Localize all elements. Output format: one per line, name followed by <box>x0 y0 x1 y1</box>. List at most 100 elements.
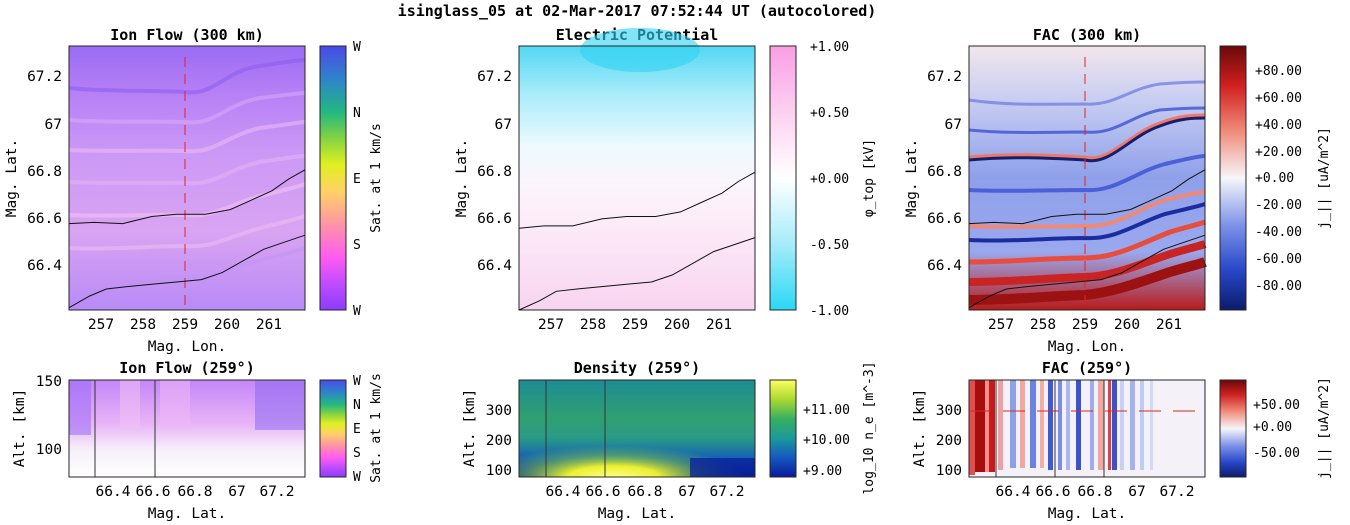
colorbar-tick: S <box>353 238 361 253</box>
plot-area <box>68 45 306 311</box>
y-tick-label: 150 <box>36 374 62 390</box>
x-tick-label: 66.6 <box>586 484 621 500</box>
y-tick-label: 67.2 <box>27 69 62 85</box>
x-tick-label: 260 <box>1114 317 1140 333</box>
x-ticks: 257 258 259 260 261 <box>538 317 732 333</box>
colorbar-tick: -1.00 <box>810 304 849 319</box>
plot-area <box>518 28 756 311</box>
x-axis-label: Mag. Lon. <box>1048 339 1127 355</box>
y-tick-label: 66.4 <box>477 258 512 274</box>
colorbar-tick: -80.00 <box>1255 279 1302 294</box>
y-axis-label: Mag. Lat. <box>4 139 20 218</box>
x-tick-label: 257 <box>88 317 114 333</box>
x-tick-label: 261 <box>256 317 282 333</box>
x-ticks: 66.4 66.6 66.8 67 67.2 <box>546 484 745 500</box>
x-axis-label: Mag. Lat. <box>598 506 677 522</box>
y-ticks: 66.4 66.6 66.8 67 67.2 <box>27 69 62 274</box>
x-tick-label: 66.8 <box>178 484 213 500</box>
panel-electric-potential: Electric Potential 257 258 259 260 261 6… <box>454 26 877 333</box>
colorbar: +80.00 +60.00 +40.00 +20.00 +0.00 -20.00… <box>1219 45 1332 311</box>
plot-area <box>518 379 756 478</box>
colorbar-label: Sat. at 1 km/s <box>369 373 384 483</box>
flow-columns <box>69 380 305 435</box>
x-tick-label: 66.8 <box>1078 484 1113 500</box>
heatmap-field <box>519 46 755 310</box>
x-ticks: 66.4 66.6 66.8 67 67.2 <box>96 484 295 500</box>
colorbar-tick: +9.00 <box>803 464 842 479</box>
x-axis-label: Mag. Lat. <box>1048 506 1127 522</box>
y-tick-label: 66.4 <box>927 258 962 274</box>
x-tick-label: 260 <box>214 317 240 333</box>
trajectory-line <box>518 171 756 229</box>
density-edge <box>690 458 755 477</box>
x-tick-label: 67.2 <box>1160 484 1195 500</box>
heatmap-field <box>969 46 1205 310</box>
x-tick-label: 66.6 <box>136 484 171 500</box>
y-tick-label: 300 <box>486 403 512 419</box>
x-ticks: 257 258 259 260 261 <box>988 317 1182 333</box>
plot-area <box>68 379 306 478</box>
colorbar-tick: +60.00 <box>1255 91 1302 106</box>
colorbar-tick: E <box>353 172 361 187</box>
y-tick-label: 100 <box>936 463 962 479</box>
x-tick-label: 66.6 <box>1036 484 1071 500</box>
colorbar-tick: -50.00 <box>1253 446 1300 461</box>
panel-density-259: Density (259°) 66.4 66.6 66.8 67 67.2 10… <box>462 359 877 522</box>
colorbar: +1.00 +0.50 +0.00 -0.50 -1.00 φ_top [kV] <box>769 40 877 319</box>
x-tick-label: 67 <box>678 484 695 500</box>
colorbar-tick: -60.00 <box>1255 252 1302 267</box>
x-tick-label: 257 <box>988 317 1014 333</box>
y-ticks: 66.4 66.6 66.8 67 67.2 <box>477 69 512 274</box>
y-tick-label: 200 <box>486 433 512 449</box>
y-ticks: 100 200 300 <box>486 403 512 479</box>
y-tick-label: 100 <box>36 442 62 458</box>
colorbar-gradient <box>769 45 797 311</box>
x-tick-label: 67.2 <box>710 484 745 500</box>
x-tick-label: 260 <box>664 317 690 333</box>
colorbar-tick: +40.00 <box>1255 118 1302 133</box>
heatmap-field <box>69 46 305 310</box>
colorbar-tick: W <box>353 470 361 485</box>
y-tick-label: 67.2 <box>477 69 512 85</box>
plot-frame <box>968 45 1206 311</box>
colorbar-tick: +0.50 <box>810 106 849 121</box>
plot-area <box>968 45 1207 311</box>
colorbar: +11.00 +10.00 +9.00 log_10 n_e [m^-3] <box>769 361 877 495</box>
panel-fac-259: FAC (259°) <box>912 359 1332 522</box>
x-tick-label: 261 <box>706 317 732 333</box>
trajectory-line <box>968 234 1206 309</box>
x-tick-label: 259 <box>172 317 198 333</box>
plot-frame <box>518 379 756 478</box>
colorbar-gradient <box>769 379 797 478</box>
x-axis-label: Mag. Lon. <box>148 339 227 355</box>
colorbar-label: j_|| [uA/m^2] <box>1317 127 1332 229</box>
colorbar-label: φ_top [kV] <box>862 139 877 217</box>
y-tick-label: 200 <box>936 433 962 449</box>
y-tick-label: 300 <box>936 403 962 419</box>
panel-title: FAC (259°) <box>1042 359 1132 377</box>
plot-area <box>968 379 1206 478</box>
colorbar-label: j_|| [uA/m^2] <box>1317 377 1332 479</box>
colorbar-tick: +0.00 <box>1255 171 1294 186</box>
trajectory-line <box>68 234 306 309</box>
trajectory-line <box>518 237 756 311</box>
colorbar-tick: W <box>353 40 361 55</box>
y-tick-label: 66.8 <box>927 164 962 180</box>
colorbar-gradient <box>319 45 347 311</box>
trajectory-line <box>968 169 1206 225</box>
x-tick-label: 258 <box>130 317 156 333</box>
y-axis-label: Alt. [km] <box>912 389 928 468</box>
panel-title: Density (259°) <box>574 359 700 377</box>
y-tick-label: 100 <box>486 463 512 479</box>
colorbar: W N E S W Sat. at 1 km/s <box>319 40 384 319</box>
colorbar-tick: +0.00 <box>810 172 849 187</box>
colorbar: +50.00 +0.00 -50.00 j_|| [uA/m^2] <box>1219 377 1332 479</box>
plot-frame <box>68 45 306 311</box>
colorbar-gradient <box>1219 379 1247 478</box>
x-tick-label: 66.4 <box>546 484 581 500</box>
colorbar-tick: E <box>353 422 361 437</box>
y-tick-label: 67.2 <box>927 69 962 85</box>
plot-frame <box>68 379 306 478</box>
colorbar-tick: +50.00 <box>1253 398 1300 413</box>
